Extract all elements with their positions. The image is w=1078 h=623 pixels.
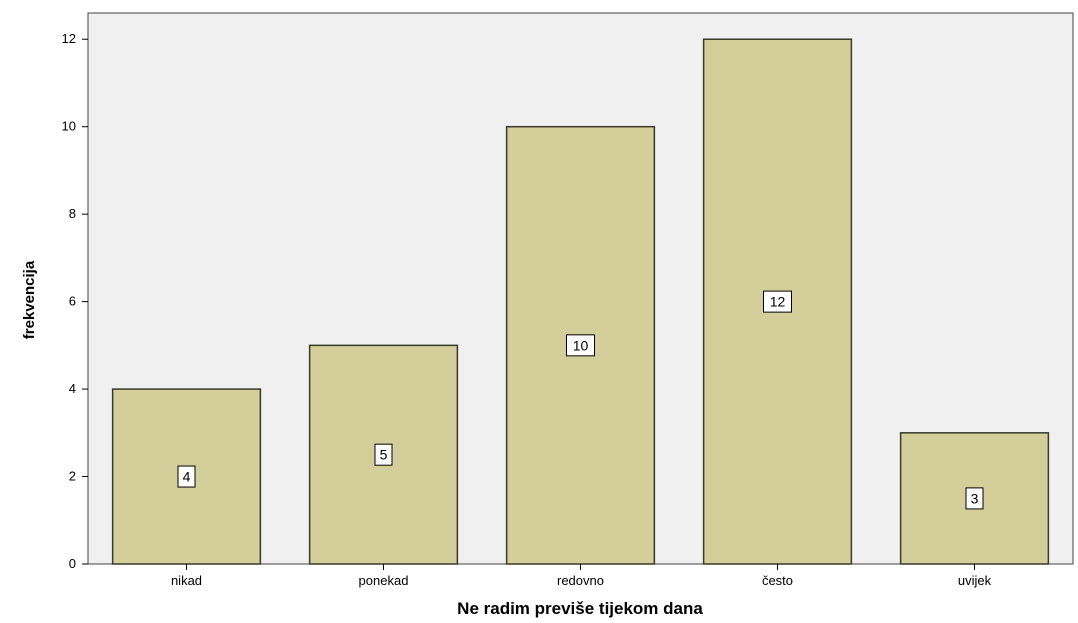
data-label: 4 xyxy=(183,469,191,485)
data-label: 12 xyxy=(770,294,786,310)
bars xyxy=(111,38,1050,565)
data-label: 3 xyxy=(971,490,979,506)
x-tick-label: često xyxy=(762,573,793,588)
x-tick-label: ponekad xyxy=(359,573,409,588)
x-tick-label: uvijek xyxy=(958,573,992,588)
x-axis: nikad ponekad redovno često uvijek xyxy=(171,564,992,588)
x-axis-title: Ne radim previše tijekom dana xyxy=(457,599,703,618)
x-tick-label: nikad xyxy=(171,573,202,588)
data-label-box xyxy=(374,443,393,466)
y-tick-label: 10 xyxy=(62,119,76,134)
y-tick-label: 4 xyxy=(69,381,76,396)
data-label-box xyxy=(965,487,984,510)
y-tick-label: 2 xyxy=(69,469,76,484)
data-label-box xyxy=(763,290,792,313)
y-tick-label: 8 xyxy=(69,206,76,221)
y-axis: 0 2 4 6 8 10 12 xyxy=(62,31,88,571)
data-label-box xyxy=(177,465,196,488)
y-tick-label: 0 xyxy=(69,556,76,571)
data-labels: 4 5 10 12 3 xyxy=(177,290,984,510)
data-label: 5 xyxy=(380,447,388,463)
y-tick-label: 6 xyxy=(69,294,76,309)
y-axis-title: frekvencija xyxy=(21,260,38,339)
x-tick-label: redovno xyxy=(557,573,604,588)
data-label-box xyxy=(566,334,595,357)
y-tick-label: 12 xyxy=(62,31,76,46)
data-label: 10 xyxy=(573,337,589,353)
